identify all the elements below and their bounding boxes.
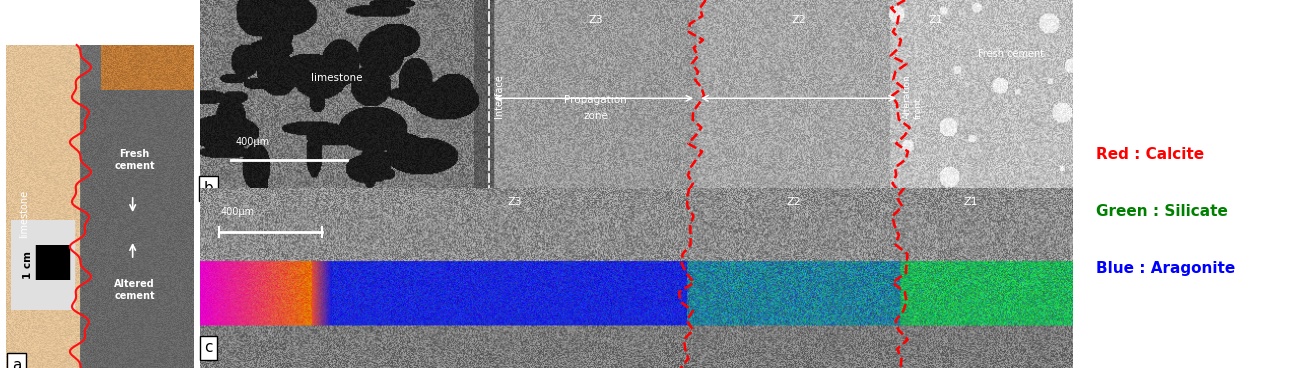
Text: Propagation: Propagation bbox=[565, 95, 627, 106]
Text: a: a bbox=[12, 358, 21, 368]
Text: Z2: Z2 bbox=[791, 15, 806, 25]
Text: Z3: Z3 bbox=[508, 197, 522, 208]
Text: Interface: Interface bbox=[495, 74, 504, 118]
Text: Z1: Z1 bbox=[964, 197, 978, 208]
Text: Fresh cement: Fresh cement bbox=[978, 49, 1044, 59]
Text: Green : Silicate: Green : Silicate bbox=[1096, 204, 1227, 219]
Text: 400μm: 400μm bbox=[235, 137, 270, 147]
Text: Z1: Z1 bbox=[928, 15, 943, 25]
Text: Alteration
front: Alteration front bbox=[903, 74, 922, 118]
Text: b: b bbox=[204, 181, 213, 196]
Text: Z2: Z2 bbox=[786, 197, 801, 208]
Text: Altered
cement: Altered cement bbox=[114, 279, 155, 301]
Text: Z3: Z3 bbox=[588, 15, 603, 25]
Text: zone: zone bbox=[583, 111, 609, 121]
Text: 1 cm: 1 cm bbox=[23, 251, 34, 279]
Text: Fresh
cement: Fresh cement bbox=[114, 149, 155, 171]
Text: Blue : Aragonite: Blue : Aragonite bbox=[1096, 261, 1235, 276]
Text: limestone: limestone bbox=[19, 190, 30, 238]
Text: 400μm: 400μm bbox=[221, 207, 255, 217]
Text: Red : Calcite: Red : Calcite bbox=[1096, 148, 1204, 162]
Text: limestone: limestone bbox=[311, 72, 363, 82]
Text: c: c bbox=[204, 340, 213, 355]
